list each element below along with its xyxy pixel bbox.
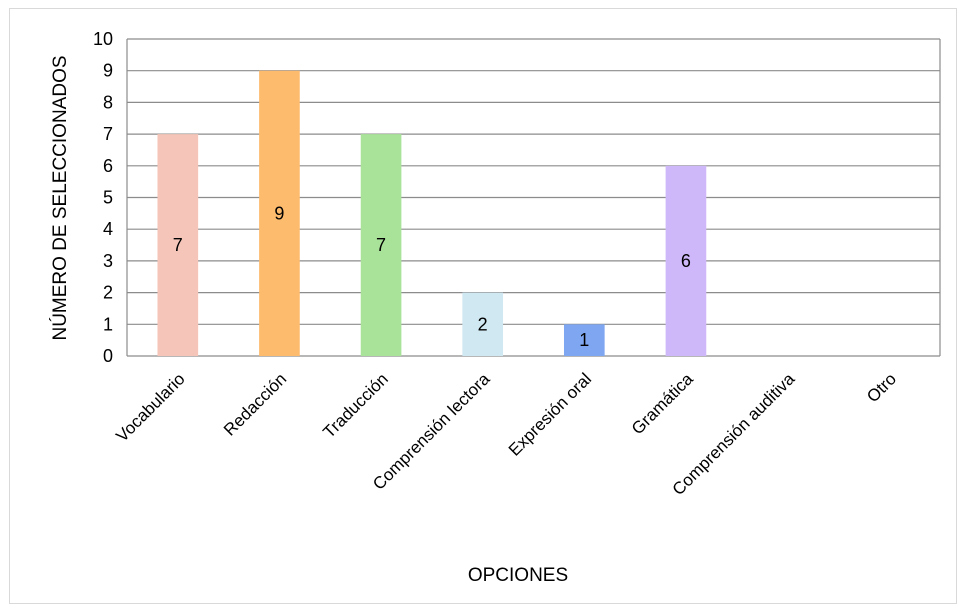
y-tick-label: 2 [103, 283, 113, 303]
y-tick-label: 5 [103, 188, 113, 208]
y-tick-label: 3 [103, 251, 113, 271]
x-category-labels: Vocabulario Redacción TraducciónComprensió… [112, 369, 900, 499]
y-tick-label: 4 [103, 219, 113, 239]
y-tick-label: 9 [103, 61, 113, 81]
data-label: 1 [579, 330, 589, 350]
x-category-label: Otro [863, 369, 900, 406]
y-tick-label: 0 [103, 346, 113, 366]
y-tick-label: 6 [103, 156, 113, 176]
bar-2 [360, 134, 402, 356]
bar-5 [665, 165, 707, 356]
x-category-label: Expresión oral [505, 369, 595, 459]
gridlines [126, 38, 941, 357]
x-category-label: Traducción [319, 369, 391, 441]
x-axis-title: OPCIONES [468, 565, 568, 586]
data-label: 9 [274, 203, 284, 223]
y-tick-label: 7 [103, 124, 113, 144]
y-tick-label: 10 [93, 29, 113, 49]
x-category-label: Comprensión lectora [369, 369, 494, 494]
data-label: 7 [173, 235, 183, 255]
bar-0 [157, 134, 199, 356]
bars [157, 70, 707, 356]
data-label: 7 [376, 235, 386, 255]
y-tick-labels: 0 1 2 3 4 5 6 7 8 9 10 [93, 29, 113, 366]
y-tick-label: 8 [103, 92, 113, 112]
bar-3 [462, 292, 504, 356]
y-tick-label: 1 [103, 314, 113, 334]
x-category-label: Vocabulario [112, 369, 188, 445]
x-category-label: Gramática [628, 369, 697, 438]
bar-1 [259, 70, 300, 356]
x-category-label: Redacción [220, 369, 290, 439]
bar-4 [563, 324, 605, 356]
data-labels: 7 9 7 2 1 6 [173, 203, 691, 350]
data-label: 2 [478, 314, 488, 334]
data-label: 6 [681, 251, 691, 271]
y-axis-title: NÚMERO DE SELECCIONADOS [49, 55, 71, 340]
